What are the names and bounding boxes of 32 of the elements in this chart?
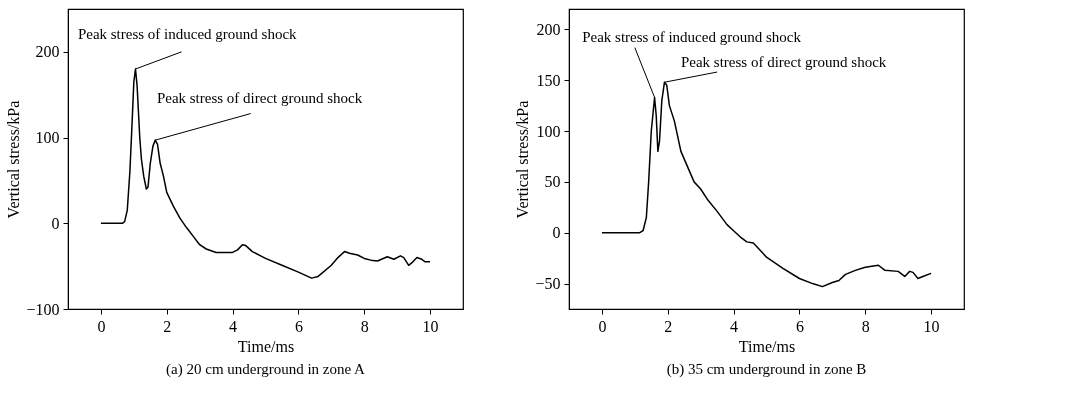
x-tick-label: 6 (294, 317, 303, 335)
x-tick-label: 0 (97, 317, 106, 335)
y-axis-title: Vertical stress/kPa (514, 100, 532, 219)
x-tick-label: 4 (730, 317, 739, 335)
x-tick-label: 8 (360, 317, 369, 335)
annotation: Peak stress of induced ground shock (582, 28, 802, 45)
y-axis-title: Vertical stress/kPa (5, 100, 23, 219)
x-tick-label: 10 (923, 317, 940, 335)
annotation: Peak stress of direct ground shock (680, 54, 887, 71)
annotation: Peak stress of direct ground shock (156, 89, 363, 106)
text: (b) 35 cm underground in zone B (666, 361, 867, 378)
text: (a) 20 cm underground in zone A (166, 361, 366, 378)
x-tick-label: 2 (163, 317, 172, 335)
y-tick-label: 0 (51, 214, 60, 232)
y-tick-label: 100 (536, 122, 561, 140)
annotation: Peak stress of induced ground shock (77, 25, 298, 42)
x-tick-label: 0 (598, 317, 607, 335)
x-tick-label: 10 (422, 317, 439, 335)
x-tick-label: 6 (795, 317, 804, 335)
x-axis-title: Time/ms (738, 337, 796, 355)
y-tick-label: 50 (544, 173, 561, 191)
x-tick-label: 8 (861, 317, 870, 335)
y-tick-label: 100 (35, 129, 60, 147)
y-tick-label: −50 (535, 275, 561, 293)
y-tick-label: 0 (552, 224, 561, 242)
y-tick-label: −100 (26, 300, 60, 318)
x-axis-title: Time/ms (237, 337, 295, 355)
x-tick-label: 4 (229, 317, 238, 335)
y-tick-label: 200 (35, 43, 60, 61)
y-tick-label: 200 (536, 20, 561, 38)
y-tick-label: 150 (536, 71, 561, 89)
x-tick-label: 2 (664, 317, 673, 335)
